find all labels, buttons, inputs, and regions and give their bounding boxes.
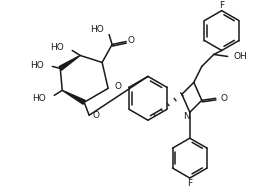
Text: O: O [114, 82, 121, 91]
Text: O: O [127, 36, 135, 45]
Text: HO: HO [32, 94, 46, 103]
Text: O: O [221, 94, 228, 103]
Text: F: F [219, 1, 224, 10]
Text: HO: HO [51, 43, 64, 52]
Polygon shape [62, 90, 85, 104]
Text: HO: HO [90, 25, 104, 34]
Polygon shape [59, 55, 80, 70]
Text: O: O [92, 111, 99, 120]
Text: HO: HO [31, 61, 44, 70]
Text: F: F [187, 179, 192, 188]
Text: N: N [183, 112, 190, 121]
Text: OH: OH [234, 52, 247, 61]
